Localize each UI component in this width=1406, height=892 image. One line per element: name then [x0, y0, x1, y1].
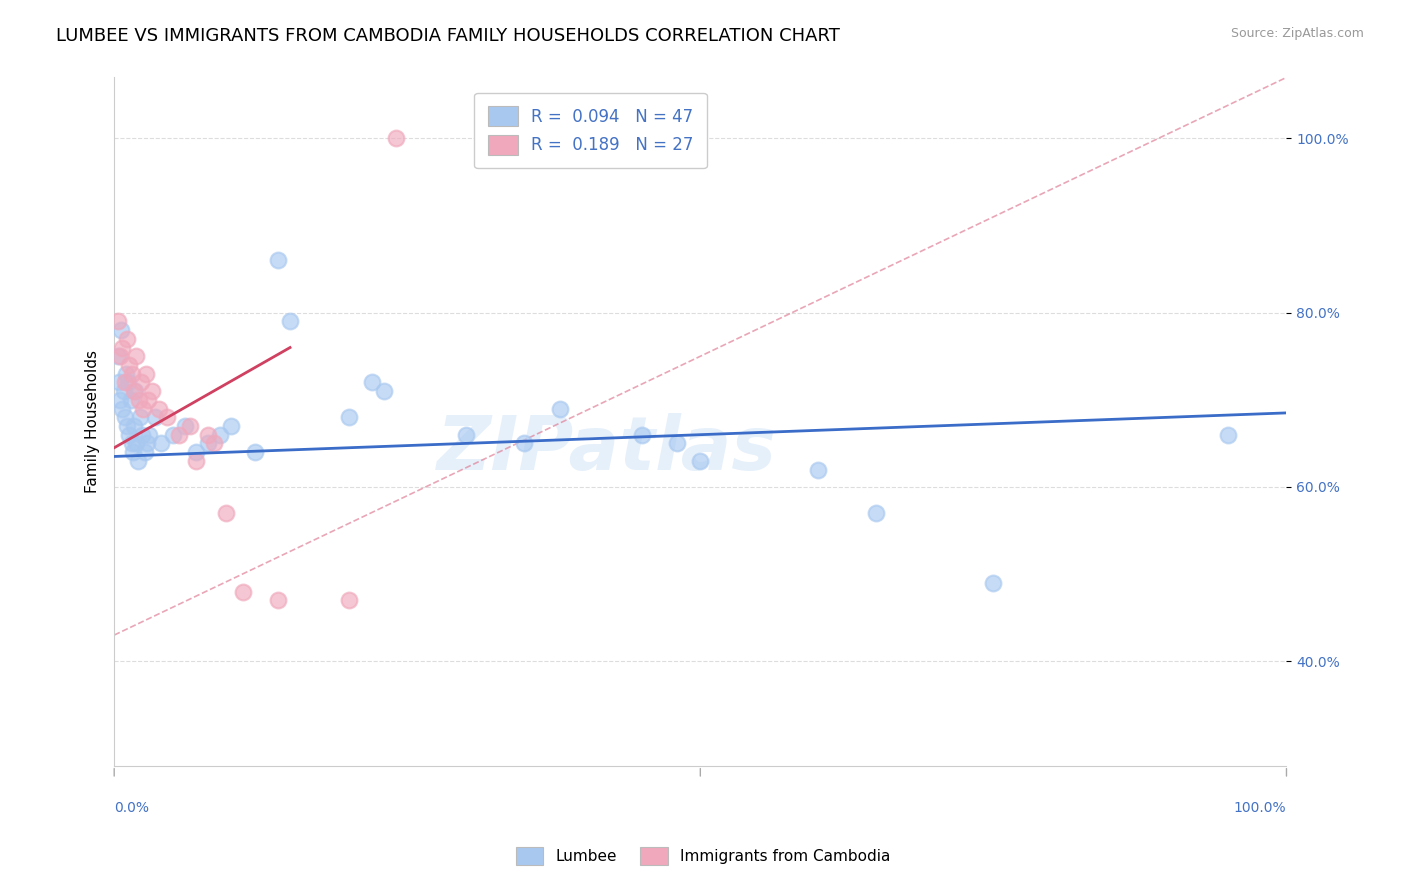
Point — [173, 419, 195, 434]
Point — [115, 419, 138, 434]
Point — [118, 427, 141, 442]
Point — [278, 314, 301, 328]
Point — [148, 401, 170, 416]
Point — [114, 376, 136, 390]
Text: ZIPatlas: ZIPatlas — [436, 413, 776, 485]
Point — [115, 332, 138, 346]
Point — [124, 384, 146, 398]
Point — [129, 410, 152, 425]
Point — [138, 427, 160, 442]
Point — [136, 392, 159, 407]
Point — [513, 436, 536, 450]
Point — [125, 436, 148, 450]
Point — [127, 454, 149, 468]
Point — [112, 384, 135, 398]
Point — [454, 427, 477, 442]
Point — [122, 384, 145, 398]
Point — [214, 506, 236, 520]
Point — [197, 436, 219, 450]
Y-axis label: Family Households: Family Households — [86, 351, 100, 493]
Point — [361, 376, 384, 390]
Point — [267, 593, 290, 607]
Point — [337, 410, 360, 425]
Point — [179, 419, 201, 434]
Point — [135, 367, 157, 381]
Point — [221, 419, 243, 434]
Point — [129, 376, 152, 390]
Point — [118, 358, 141, 372]
Point — [117, 376, 139, 390]
Point — [150, 436, 173, 450]
Point — [156, 410, 179, 425]
Point — [120, 392, 142, 407]
Point — [121, 436, 143, 450]
Point — [665, 436, 688, 450]
Text: 0.0%: 0.0% — [114, 801, 149, 814]
Point — [865, 506, 887, 520]
Point — [1216, 427, 1239, 442]
Point — [111, 401, 134, 416]
Point — [373, 384, 395, 398]
Point — [243, 445, 266, 459]
Point — [122, 419, 145, 434]
Point — [134, 445, 156, 459]
Point — [128, 392, 150, 407]
Text: LUMBEE VS IMMIGRANTS FROM CAMBODIA FAMILY HOUSEHOLDS CORRELATION CHART: LUMBEE VS IMMIGRANTS FROM CAMBODIA FAMIL… — [56, 27, 841, 45]
Point — [121, 367, 143, 381]
Point — [132, 401, 155, 416]
Legend: R =  0.094   N = 47, R =  0.189   N = 27: R = 0.094 N = 47, R = 0.189 N = 27 — [474, 93, 707, 169]
Point — [806, 462, 828, 476]
Point — [267, 253, 290, 268]
Legend: Lumbee, Immigrants from Cambodia: Lumbee, Immigrants from Cambodia — [505, 837, 901, 875]
Point — [208, 427, 231, 442]
Point — [630, 427, 652, 442]
Text: Source: ZipAtlas.com: Source: ZipAtlas.com — [1230, 27, 1364, 40]
Point — [162, 427, 184, 442]
Point — [136, 436, 159, 450]
Point — [197, 427, 219, 442]
Point — [384, 131, 406, 145]
Point — [202, 436, 225, 450]
Text: 100.0%: 100.0% — [1234, 801, 1286, 814]
Point — [983, 575, 1005, 590]
Point — [125, 349, 148, 363]
Point — [122, 445, 145, 459]
Point — [232, 584, 254, 599]
Point — [114, 410, 136, 425]
Point — [548, 401, 571, 416]
Point — [108, 349, 131, 363]
Point — [141, 384, 163, 398]
Point — [143, 410, 166, 425]
Point — [337, 593, 360, 607]
Point — [186, 445, 208, 459]
Point — [110, 323, 132, 337]
Point — [108, 392, 131, 407]
Point — [186, 454, 208, 468]
Point — [107, 349, 129, 363]
Point — [689, 454, 711, 468]
Point — [167, 427, 190, 442]
Point — [115, 367, 138, 381]
Point — [108, 376, 131, 390]
Point — [131, 427, 153, 442]
Point — [111, 341, 134, 355]
Point — [107, 314, 129, 328]
